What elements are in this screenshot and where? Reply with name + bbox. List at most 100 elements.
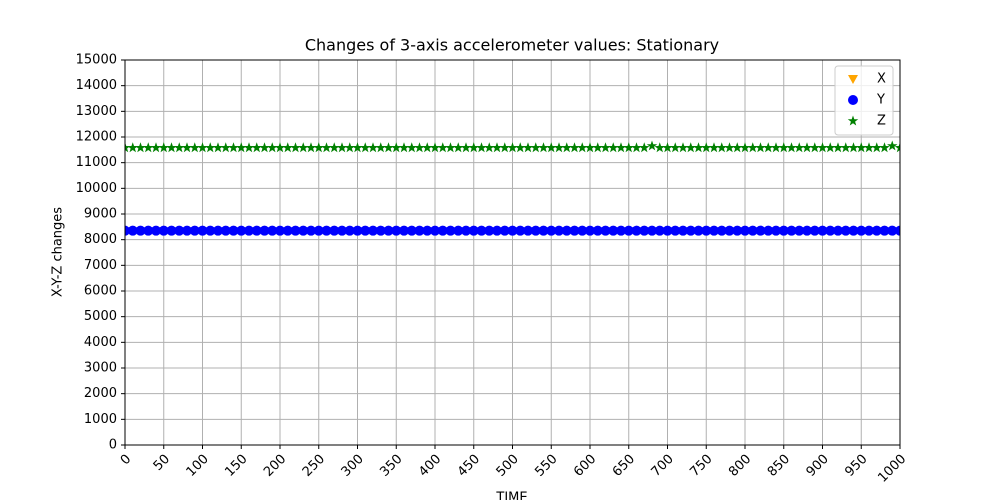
point	[275, 225, 285, 236]
y-tick-label: 15000	[76, 53, 117, 68]
point	[709, 225, 719, 236]
x-tick-label: 250	[300, 452, 328, 480]
x-tick-label: 750	[687, 452, 715, 480]
point	[825, 225, 836, 236]
point	[701, 225, 712, 236]
legend-label: X	[877, 72, 886, 87]
x-tick-label: 850	[765, 452, 793, 480]
point	[228, 142, 239, 153]
point	[406, 225, 417, 236]
point	[577, 142, 588, 153]
point	[863, 142, 875, 153]
point	[515, 142, 526, 153]
point	[135, 225, 146, 236]
point	[468, 225, 479, 236]
point	[546, 225, 557, 236]
point	[484, 142, 495, 153]
point	[213, 225, 223, 236]
point	[391, 225, 402, 236]
point	[383, 142, 394, 153]
point	[724, 225, 735, 236]
point	[530, 142, 541, 153]
point	[259, 142, 270, 153]
x-tick-label: 100	[184, 452, 212, 480]
y-tick-label: 14000	[76, 78, 117, 93]
point	[267, 225, 278, 236]
point	[189, 142, 200, 153]
point	[313, 142, 324, 153]
point	[848, 142, 859, 153]
x-tick-label: 300	[339, 452, 367, 480]
point	[491, 142, 503, 153]
y-tick-label: 6000	[84, 284, 117, 299]
point	[367, 142, 379, 153]
point	[817, 225, 828, 236]
point	[461, 225, 471, 236]
point	[313, 225, 324, 236]
x-tick-label: 150	[222, 452, 250, 480]
y-axis-label: X-Y-Z changes	[51, 207, 66, 297]
point	[305, 142, 317, 153]
legend-marker	[848, 75, 858, 84]
x-tick-label: 0	[118, 452, 134, 468]
point	[321, 225, 332, 236]
point	[623, 225, 634, 236]
point	[182, 225, 192, 236]
y-tick-label: 7000	[84, 258, 117, 273]
point	[561, 142, 572, 153]
point	[895, 225, 900, 236]
x-tick-label: 500	[494, 452, 522, 480]
point	[453, 225, 464, 236]
point	[267, 142, 278, 153]
point	[445, 225, 456, 236]
point	[430, 225, 440, 236]
point	[763, 225, 774, 236]
point	[600, 142, 611, 153]
point	[832, 142, 844, 153]
point	[125, 142, 131, 153]
point	[732, 225, 743, 236]
x-tick-label: 350	[377, 452, 405, 480]
point	[437, 225, 448, 236]
point	[244, 225, 254, 236]
point	[391, 142, 402, 153]
point	[507, 225, 518, 236]
point	[770, 142, 782, 153]
point	[693, 225, 704, 236]
y-tick-label: 8000	[84, 232, 117, 247]
point	[205, 225, 216, 236]
point	[127, 225, 138, 236]
point	[158, 142, 169, 153]
point	[352, 142, 363, 153]
point	[639, 225, 650, 236]
x-tick-label: 200	[261, 452, 289, 480]
legend-box	[834, 65, 894, 136]
point	[840, 142, 851, 153]
point	[522, 142, 534, 153]
x-tick-label: 400	[416, 452, 444, 480]
points	[125, 140, 900, 236]
point	[879, 142, 890, 153]
point	[538, 142, 549, 153]
point	[894, 142, 900, 153]
point	[732, 142, 743, 153]
x-axis-label: TIME	[495, 491, 527, 500]
x-tick-label: 450	[455, 452, 483, 480]
point	[631, 225, 642, 236]
point	[476, 142, 487, 153]
point	[708, 142, 720, 153]
point	[585, 225, 595, 236]
y-tick-label: 9000	[84, 207, 117, 222]
point	[678, 225, 688, 236]
point	[158, 225, 169, 236]
point	[228, 225, 239, 236]
point	[677, 142, 689, 153]
point	[205, 142, 216, 153]
point	[871, 225, 882, 236]
point	[662, 142, 673, 153]
point	[801, 142, 813, 153]
point	[429, 142, 441, 153]
point	[360, 225, 371, 236]
point	[515, 225, 526, 236]
point	[321, 142, 332, 153]
